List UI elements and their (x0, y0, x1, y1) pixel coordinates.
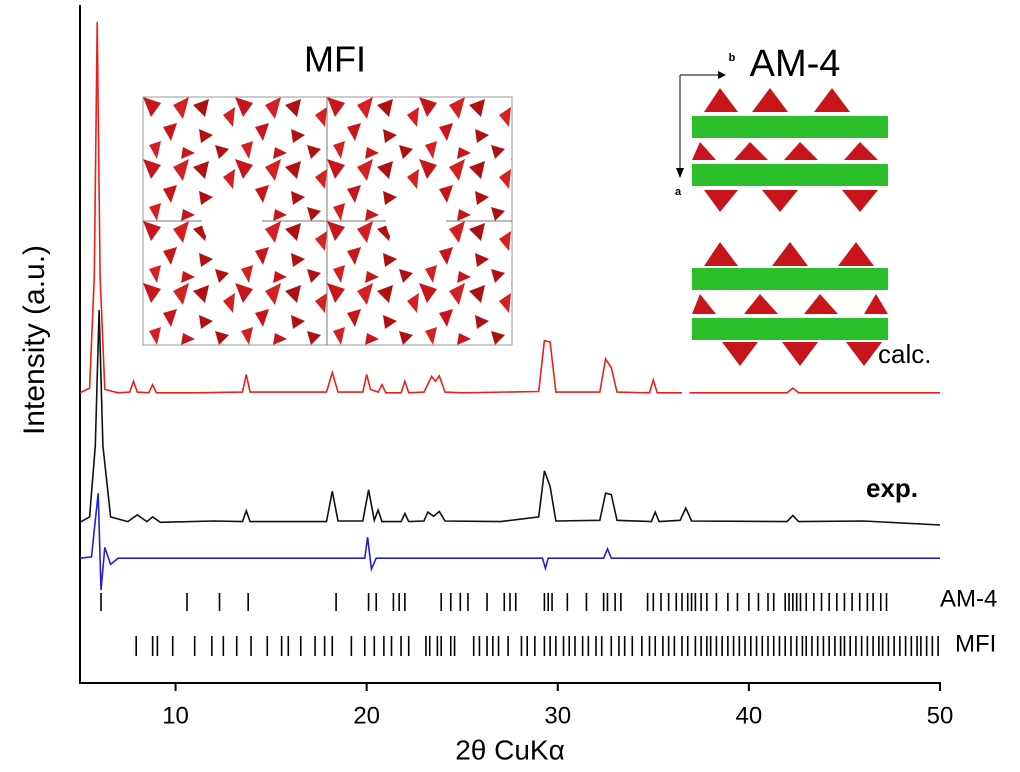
annotation: a (675, 186, 682, 198)
mfi-inset (143, 97, 512, 345)
reflection-label: MFI (955, 630, 996, 657)
x-axis-title: 2θ CuKα (455, 734, 565, 765)
series-label: exp. (866, 473, 918, 503)
reflection-label: AM-4 (940, 585, 997, 612)
y-axis-title: Intensity (a.u.) (18, 245, 51, 435)
x-tick-label: 40 (736, 702, 763, 729)
x-tick-label: 20 (353, 702, 380, 729)
data-line (690, 388, 940, 393)
x-tick-label: 10 (162, 702, 189, 729)
am4-inset (676, 71, 888, 366)
x-tick-label: 30 (544, 702, 571, 729)
annotation: AM-4 (750, 43, 841, 85)
series-label: calc. (878, 339, 931, 369)
annotation: b (729, 52, 736, 64)
x-tick-label: 50 (927, 702, 954, 729)
chart: MFI AM-4 b a Intensity (a.u.) 2θ CuKα 10… (0, 0, 1020, 772)
data-line (80, 493, 940, 590)
annotation: MFI (304, 39, 366, 80)
